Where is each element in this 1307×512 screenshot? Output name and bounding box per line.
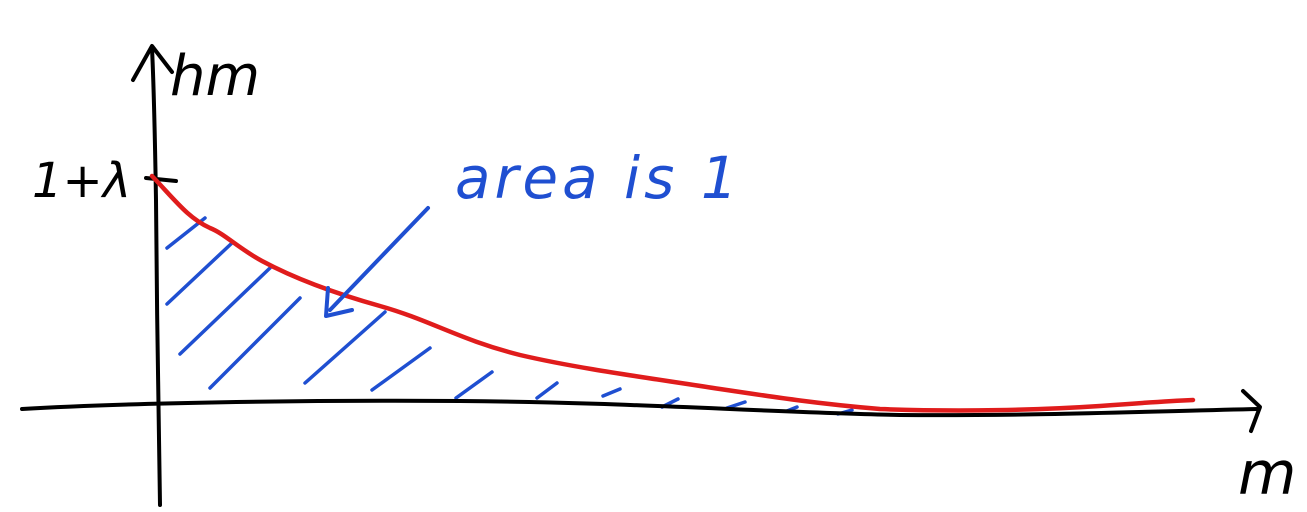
y-axis-arrowhead: [131, 44, 174, 82]
area-hatching: [165, 216, 854, 416]
y-axis: [150, 46, 162, 507]
hatch-line: [454, 370, 494, 400]
hatch-line: [165, 241, 234, 306]
x-axis-label: m: [1238, 439, 1296, 509]
annotation-arrow: [324, 206, 430, 318]
hatch-line: [178, 266, 272, 356]
hatch-line: [370, 346, 432, 392]
arrow-shaft: [328, 206, 430, 312]
hatch-line: [725, 400, 747, 410]
x-axis: [20, 398, 1260, 418]
y-tick-label: 1+λ: [32, 153, 131, 209]
hatch-line: [535, 381, 559, 400]
hatch-line: [303, 310, 387, 385]
area-annotation: area is 1: [455, 144, 742, 212]
y-axis-label: hm: [170, 44, 260, 109]
y-tick: [144, 176, 178, 183]
hatch-line: [601, 387, 622, 398]
x-axis-arrowhead: [1241, 389, 1262, 433]
hatch-line: [208, 296, 302, 390]
axes: [20, 44, 1262, 507]
decay-curve: [149, 173, 1196, 413]
arrow-head: [324, 286, 354, 318]
